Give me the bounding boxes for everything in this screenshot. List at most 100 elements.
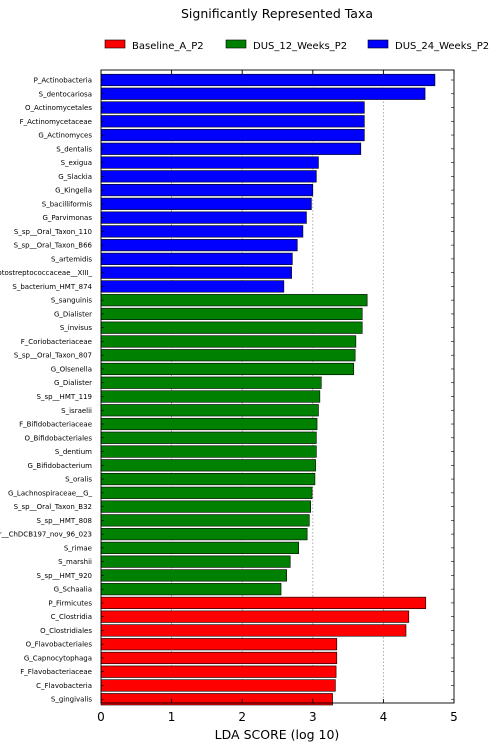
plot-frame bbox=[100, 69, 455, 704]
bar bbox=[100, 239, 298, 252]
x-tick-label: 0 bbox=[97, 710, 105, 724]
bar bbox=[100, 211, 307, 224]
bar bbox=[100, 73, 436, 87]
y-tick-label: G_Olsenella bbox=[51, 365, 92, 373]
legend-label: DUS_24_Weeks_P2 bbox=[395, 41, 489, 52]
legend-swatch bbox=[367, 39, 389, 49]
bar bbox=[100, 115, 365, 128]
y-tick-label: S_bacilliformis bbox=[42, 200, 93, 208]
y-tick-label: S_gingivalis bbox=[51, 696, 92, 704]
legend-label: Baseline_A_P2 bbox=[132, 41, 204, 52]
bar bbox=[100, 390, 321, 403]
y-tick-label: S_bacterium_HMT_874 bbox=[12, 283, 92, 291]
x-tick-label: 4 bbox=[380, 710, 388, 724]
bar bbox=[100, 651, 338, 665]
y-tick-label: O_Bifidobacteriales bbox=[24, 434, 92, 442]
y-tick-label: S_sp__HMT_808 bbox=[37, 517, 92, 525]
y-tick-label: S_sp__HMT_119 bbox=[37, 393, 92, 401]
bar bbox=[100, 555, 291, 568]
bar bbox=[100, 610, 410, 623]
bar bbox=[100, 472, 316, 486]
legend-label: DUS_12_Weeks_P2 bbox=[253, 41, 347, 52]
y-tick-label: S_artemidis bbox=[51, 255, 92, 263]
bar bbox=[100, 266, 292, 279]
y-tick-label: P_Firmicutes bbox=[48, 599, 92, 607]
bar bbox=[100, 486, 313, 499]
y-tick-label: S_sp__HMT_920 bbox=[37, 572, 92, 580]
bar bbox=[100, 445, 317, 458]
chart-title: Significantly Represented Taxa bbox=[181, 6, 373, 21]
y-tick-label: F_Bifidobacteriaceae bbox=[19, 421, 92, 429]
bar bbox=[100, 376, 322, 389]
y-tick-label: G_Schaalia bbox=[54, 586, 92, 594]
bar bbox=[100, 128, 365, 142]
bar bbox=[100, 596, 427, 609]
y-tick-label: S_sp__Oral_Taxon_B32 bbox=[14, 503, 92, 511]
bar bbox=[100, 459, 316, 472]
bar bbox=[100, 417, 318, 431]
y-tick-label: S_invisus bbox=[60, 324, 92, 332]
y-tick-label: G_Lachnospiraceae__G_ bbox=[8, 489, 92, 497]
bar bbox=[100, 307, 363, 321]
bar bbox=[100, 404, 319, 417]
y-tick-label: r__ChDCB197_nov_96_023 bbox=[0, 531, 92, 539]
y-tick-label: S_marshii bbox=[58, 558, 92, 566]
y-tick-label: O_Actinomycetales bbox=[25, 104, 92, 112]
bar bbox=[100, 335, 357, 348]
y-tick-label: F_Actinomycetaceae bbox=[20, 118, 92, 126]
bar bbox=[100, 87, 426, 100]
x-tick-label: 2 bbox=[238, 710, 246, 724]
bar bbox=[100, 184, 314, 197]
y-tick-label: G_Dialister bbox=[54, 379, 92, 387]
y-tick-label: G_Bifidobacterium bbox=[27, 462, 92, 470]
legend-swatch bbox=[104, 39, 126, 49]
y-tick-label: F_Flavobacteriaceae bbox=[20, 668, 92, 676]
bar bbox=[100, 101, 365, 114]
bar bbox=[100, 569, 287, 582]
y-tick-label: C_Flavobacteria bbox=[36, 682, 92, 690]
x-tick-label: 3 bbox=[309, 710, 317, 724]
y-tick-label: G_Dialister bbox=[54, 310, 92, 318]
bar bbox=[100, 142, 362, 155]
bar bbox=[100, 665, 337, 678]
y-tick-label: optostreptococcaceae__XIII_ bbox=[0, 269, 92, 277]
legend-swatch bbox=[225, 39, 247, 49]
y-tick-label: P_Actinobacteria bbox=[34, 77, 92, 85]
bar bbox=[100, 431, 317, 444]
y-tick-label: G_Capnocytophaga bbox=[24, 654, 92, 662]
x-tick-label: 5 bbox=[450, 710, 458, 724]
y-tick-label: S_dentium bbox=[55, 448, 92, 456]
x-tick-labels: 0 1 2 3 4 5 bbox=[97, 710, 458, 724]
y-tick-label: S_exigua bbox=[61, 159, 92, 167]
y-tick-label: S_sp__Oral_Taxon_807 bbox=[14, 352, 92, 360]
y-tick-label: O_Flavobacteriales bbox=[26, 641, 93, 649]
bar bbox=[100, 280, 285, 293]
bar bbox=[100, 362, 355, 376]
bar bbox=[100, 349, 356, 362]
y-tick-label: S_sanguinis bbox=[51, 297, 93, 305]
bar bbox=[100, 679, 336, 692]
y-tick-label: S_sp__Oral_Taxon_110 bbox=[14, 228, 92, 236]
y-tick-label: G_Kingella bbox=[55, 187, 92, 195]
y-tick-label: G_Slackia bbox=[58, 173, 92, 181]
bar bbox=[100, 294, 368, 307]
y-tick-label: S_oralis bbox=[65, 476, 92, 484]
y-tick-label: O_Clostridiales bbox=[40, 627, 92, 635]
y-tick-label: G_Actinomyces bbox=[38, 132, 92, 140]
bar bbox=[100, 528, 308, 541]
bar bbox=[100, 638, 338, 651]
legend: Baseline_A_P2 DUS_12_Weeks_P2 DUS_24_Weeks… bbox=[104, 39, 489, 52]
bar bbox=[100, 225, 304, 238]
bar bbox=[100, 252, 293, 265]
y-tick-label: S_dentocariosa bbox=[39, 90, 92, 98]
axes-frame bbox=[100, 69, 455, 704]
y-tick-label: C_Clostridia bbox=[51, 613, 92, 621]
y-tick-labels: P_Actinobacteria S_dentocariosa O_Actinomy… bbox=[0, 77, 93, 704]
y-tick-label: S_israelii bbox=[61, 407, 92, 415]
bar bbox=[100, 321, 363, 334]
bar bbox=[100, 514, 310, 527]
bar bbox=[100, 500, 311, 513]
bar bbox=[100, 541, 299, 554]
